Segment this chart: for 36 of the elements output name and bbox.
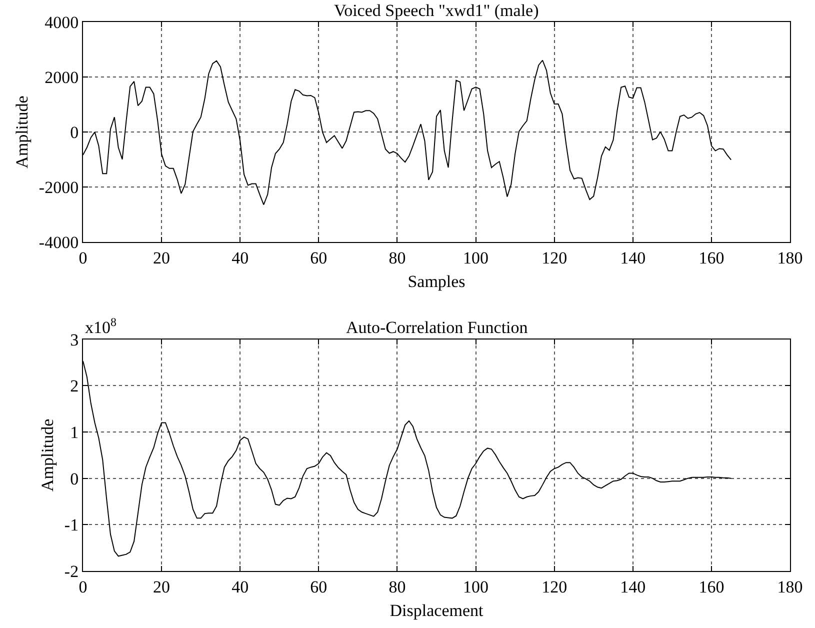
x-axis-title: Displacement	[390, 600, 484, 620]
x-tick-label: 20	[153, 577, 170, 596]
x-tick-label: 80	[388, 248, 406, 268]
x-tick-label: 160	[698, 248, 724, 268]
text: x10$^{8}$	[85, 315, 116, 338]
x-tick-label: 120	[542, 248, 568, 268]
x-tick-label: 100	[463, 577, 489, 596]
x-tick-label: 140	[620, 248, 646, 268]
y-tick-label: 0	[70, 123, 79, 142]
y-tick-label: 2	[70, 376, 79, 396]
x-tick-label: 140	[620, 577, 646, 596]
x-tick-label: 120	[542, 577, 568, 596]
y-tick-label: -2000	[38, 178, 79, 198]
x-axis-title: Samples	[408, 272, 466, 291]
y-axis-title: Amplitude	[38, 418, 57, 492]
x-tick-label: 60	[310, 248, 328, 268]
chart-title: Auto-Correlation Function	[346, 318, 528, 337]
x-tick-label: 180	[777, 577, 803, 596]
x-tick-label: 40	[232, 577, 249, 596]
x-tick-label: 100	[463, 248, 489, 268]
y-tick-label: 1	[70, 422, 79, 442]
x-tick-label: 60	[310, 577, 328, 596]
y-tick-label: 4000	[44, 12, 79, 32]
x-tick-label: 40	[232, 248, 249, 268]
y-axis-title: Amplitude	[12, 96, 32, 168]
x-tick-label: 180	[777, 248, 803, 268]
y-tick-label: -4000	[38, 233, 79, 252]
y-tick-label: 2000	[44, 68, 79, 87]
x-tick-label: 80	[388, 577, 406, 596]
x-tick-label: 20	[153, 248, 170, 268]
y-tick-label: -1	[64, 516, 79, 535]
x-tick-label: 160	[698, 577, 724, 596]
y-tick-label: -2	[64, 562, 79, 581]
chart-title: Voiced Speech "xwd1" (male)	[334, 1, 539, 20]
y-tick-label: 0	[70, 469, 79, 488]
y-tick-label: 3	[70, 330, 79, 350]
